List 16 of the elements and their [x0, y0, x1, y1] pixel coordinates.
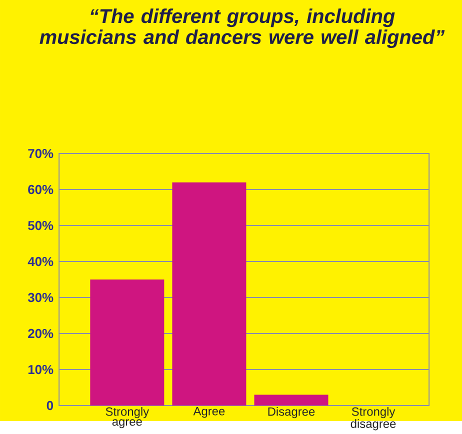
x-tick-label: Agree — [193, 407, 225, 418]
y-tick-label: 0 — [46, 401, 54, 410]
bar — [172, 182, 246, 406]
y-tick-label: 20% — [28, 329, 54, 338]
bar — [254, 394, 328, 406]
y-tick-label: 30% — [28, 293, 54, 302]
y-tick-label: 50% — [28, 221, 54, 230]
x-tick-label: Strongly disagree — [350, 407, 396, 430]
chart-title: “The different groups, including musicians and dancers were well aligned” — [40, 8, 445, 48]
y-tick-label: 10% — [28, 365, 54, 374]
y-tick-label: 70% — [28, 149, 54, 158]
bar — [90, 280, 164, 406]
y-tick-label: 60% — [28, 185, 54, 194]
y-tick-label: 40% — [28, 257, 54, 266]
x-tick-label: Disagree — [268, 407, 315, 418]
x-tick-label: Strongly agree — [106, 407, 150, 428]
